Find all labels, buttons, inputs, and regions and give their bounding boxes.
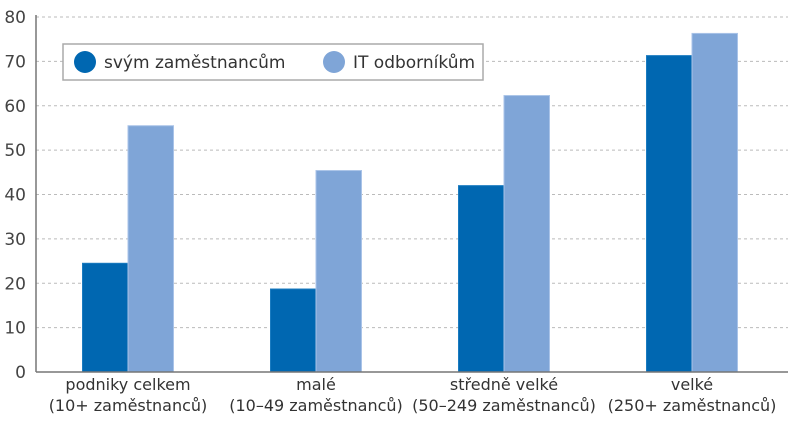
legend (62, 43, 484, 81)
bar-svym-zamestnancum (270, 288, 317, 373)
bar-it-odbornikum (315, 170, 362, 373)
y-tick-label: 80 (4, 8, 26, 28)
y-tick-label: 50 (4, 141, 26, 161)
y-tick-label: 60 (4, 97, 26, 117)
x-tick-label: (250+ zaměstnanců) (608, 396, 777, 415)
bar-it-odbornikum (691, 32, 738, 373)
y-tick-label: 40 (4, 186, 26, 206)
legend-marker-icon (323, 51, 345, 73)
legend-marker-icon (74, 51, 96, 73)
y-tick-label: 30 (4, 230, 26, 250)
x-tick-label: velké (671, 375, 713, 394)
bar-svym-zamestnancum (646, 55, 693, 373)
y-tick-label: 20 (4, 274, 26, 294)
y-tick-label: 10 (4, 319, 26, 339)
bar-svym-zamestnancum (82, 262, 129, 373)
x-tick-label: malé (296, 375, 336, 394)
bar-svym-zamestnancum (458, 185, 505, 373)
x-tick-label: (10–49 zaměstnanců) (229, 396, 403, 415)
x-tick-label: (50–249 zaměstnanců) (412, 396, 596, 415)
x-tick-label: středně velké (450, 375, 558, 394)
y-tick-label: 0 (15, 363, 26, 383)
bar-it-odbornikum (503, 95, 550, 373)
legend-label: svým zaměstnancům (104, 53, 285, 73)
x-tick-label: (10+ zaměstnanců) (49, 396, 208, 415)
y-tick-label: 70 (4, 52, 26, 72)
legend-label: IT odborníkům (353, 53, 475, 73)
x-tick-label: podniky celkem (65, 375, 190, 394)
bar-it-odbornikum (127, 125, 174, 373)
